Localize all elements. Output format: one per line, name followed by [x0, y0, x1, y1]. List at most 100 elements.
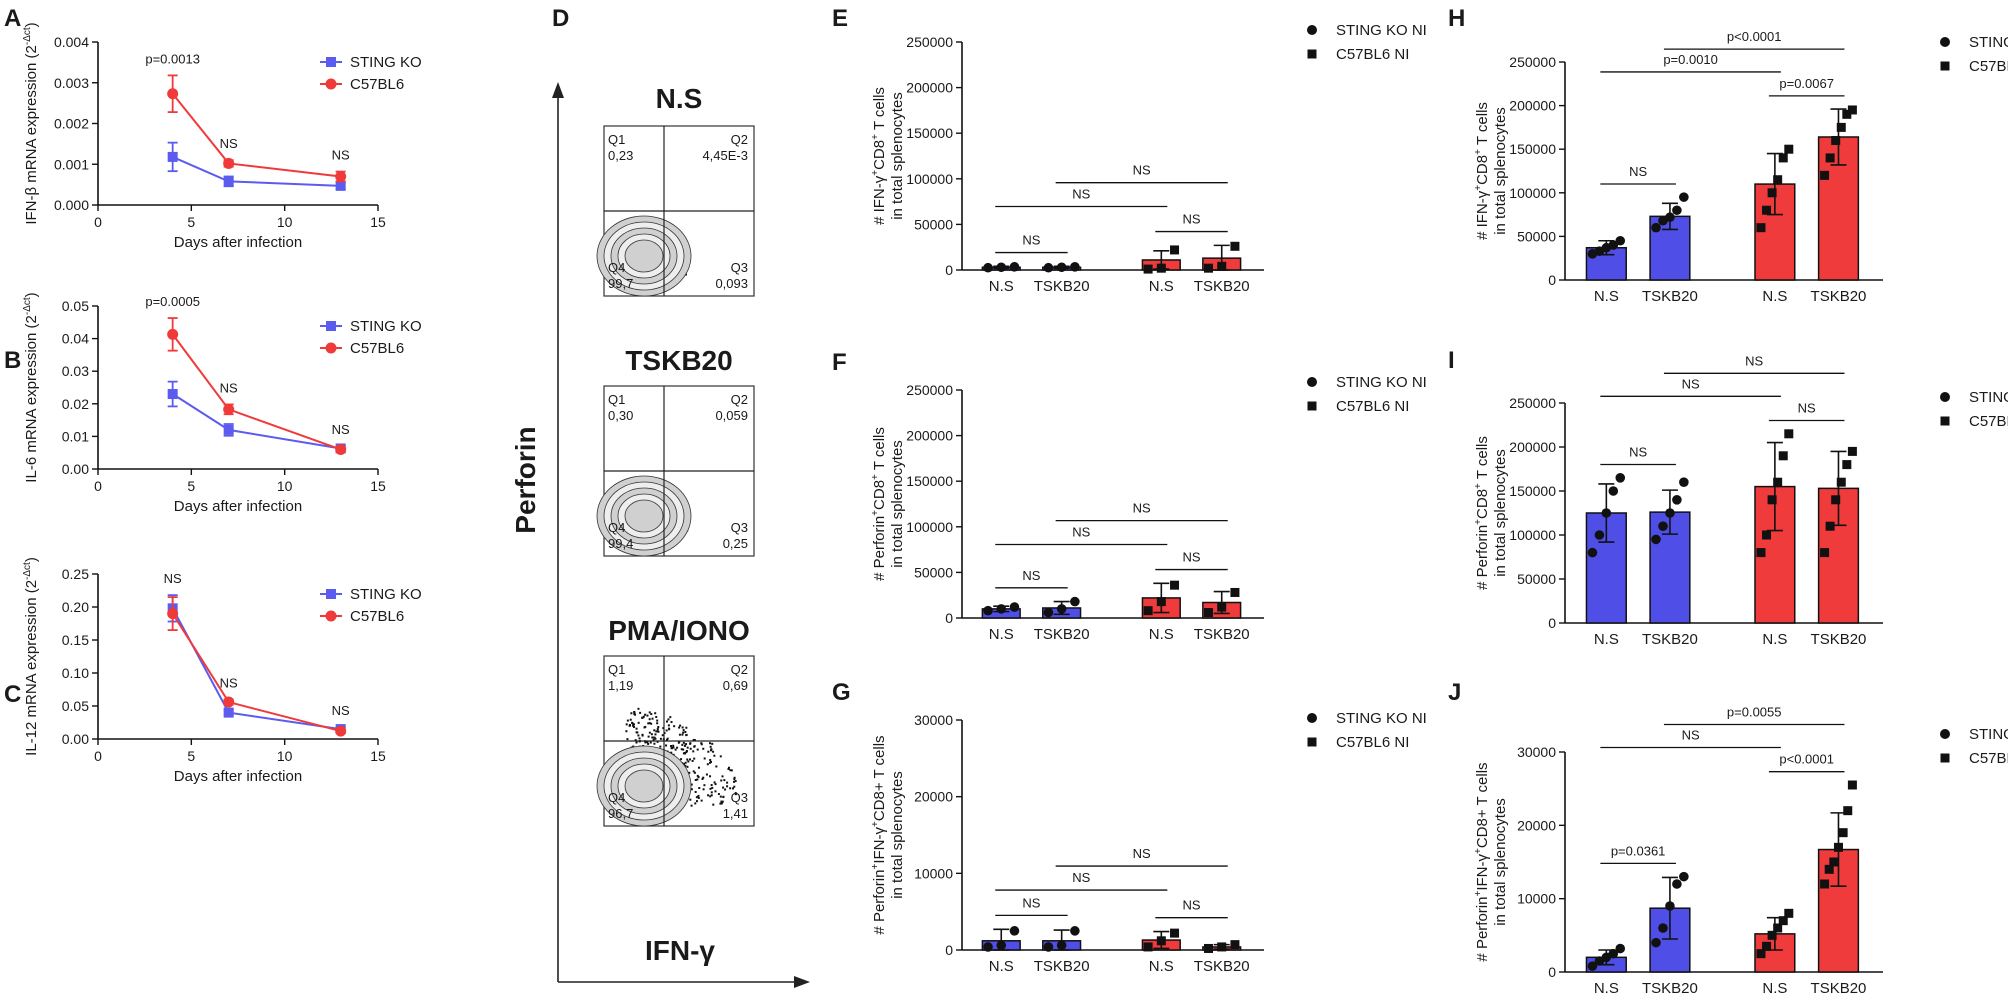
- facs-event-dot: [673, 725, 676, 728]
- data-point-c57: [1143, 606, 1153, 616]
- x-tick-label: 10: [277, 478, 293, 494]
- y-tick-label: 0.002: [54, 116, 89, 132]
- y-tick-label: 150000: [1509, 483, 1556, 499]
- facs-event-dot: [686, 758, 689, 761]
- facs-event-dot: [659, 745, 662, 748]
- data-point-c57: [1842, 460, 1852, 470]
- data-point-c57: [1778, 451, 1788, 461]
- annotation: NS: [220, 380, 238, 395]
- y-tick-label: 50000: [914, 564, 953, 580]
- facs-event-dot: [650, 733, 653, 736]
- significance-label: NS: [1022, 233, 1040, 248]
- facs-event-dot: [683, 762, 686, 765]
- y-axis-label-part: # Perforin: [871, 870, 888, 935]
- facs-event-dot: [700, 742, 703, 745]
- facs-event-dot: [710, 791, 713, 794]
- facs-event-dot: [670, 747, 673, 750]
- facs-event-dot: [703, 784, 706, 787]
- panel-letter-a: A: [4, 5, 21, 32]
- facs-event-dot: [696, 778, 699, 781]
- facs-event-dot: [666, 737, 669, 740]
- facs-y-arrowhead: [552, 82, 564, 98]
- legend-label-sting-ko: STING KO: [350, 318, 422, 335]
- facs-event-dot: [722, 795, 725, 798]
- facs-event-dot: [690, 788, 693, 791]
- y-tick-label: 0.05: [62, 298, 89, 314]
- y-axis-label-part: CD8+ T cells: [871, 735, 888, 821]
- y-tick-label: 250000: [1509, 395, 1556, 411]
- legend-marker-circle: [1307, 377, 1317, 387]
- facs-event-dot: [709, 787, 712, 790]
- facs-event-dot: [678, 726, 681, 729]
- y-axis-label-part: IFN-γ: [1474, 854, 1491, 891]
- facs-quadrant-label: Q4: [608, 520, 625, 535]
- data-point-sting: [1587, 961, 1598, 971]
- y-tick-label: 50000: [914, 216, 953, 232]
- significance-label: NS: [1629, 164, 1647, 179]
- series-line-c57bl6: [171, 613, 341, 733]
- bar-chart-j: 0 10000 20000 30000 N.S TSKB20 N.S TSKB20 p=0.03…: [1473, 705, 2008, 998]
- facs-event-dot: [637, 734, 640, 737]
- facs-event-dot: [628, 724, 631, 727]
- facs-event-dot: [697, 776, 700, 779]
- facs-plot-title: PMA/IONO: [608, 615, 750, 646]
- annotation: NS: [220, 675, 238, 690]
- facs-event-dot: [631, 722, 634, 725]
- data-point-c57: [1825, 521, 1835, 531]
- data-point-c57: [1170, 928, 1180, 938]
- panel-letter-i: I: [1448, 347, 1455, 374]
- y-tick-label: 200000: [906, 428, 953, 444]
- y-axis-label-sup: +: [870, 474, 881, 480]
- facs-event-dot: [723, 779, 726, 782]
- facs-event-dot: [681, 733, 684, 736]
- significance-label: p<0.0001: [1727, 29, 1782, 44]
- facs-event-dot: [693, 739, 696, 742]
- facs-event-dot: [713, 781, 716, 784]
- data-point-c57: [1847, 446, 1857, 456]
- facs-event-dot: [702, 776, 705, 779]
- data-point-c57: [1217, 942, 1227, 952]
- y-axis-label-sup: +: [870, 170, 881, 176]
- facs-event-dot: [692, 770, 695, 773]
- data-point-c57: [1204, 608, 1214, 618]
- y-axis-label-part: CD8: [1474, 489, 1491, 519]
- facs-event-dot: [684, 764, 687, 767]
- facs-event-dot: [726, 781, 729, 784]
- data-point-c57: [1756, 223, 1766, 233]
- significance-label: NS: [1072, 870, 1090, 885]
- y-axis-label-line2: in total splenocytes: [889, 771, 906, 899]
- facs-event-dot: [693, 771, 696, 774]
- y-tick-label: 0.000: [54, 197, 89, 213]
- data-point-sting: [1070, 262, 1080, 272]
- facs-event-dot: [719, 755, 722, 758]
- bar-chart-g: 0 10000 20000 30000 N.S TSKB20 N.S TSKB20 NS NS NS…: [870, 710, 1427, 975]
- facs-event-dot: [665, 738, 668, 741]
- y-axis-label: # IFN-γ+CD8+ T cells: [1473, 102, 1491, 240]
- data-point-sting: [1070, 596, 1080, 607]
- facs-event-dot: [715, 765, 718, 768]
- facs-event-dot: [689, 742, 692, 745]
- significance-label: NS: [1182, 550, 1200, 565]
- category-label: N.S: [989, 278, 1014, 295]
- y-tick-label: 100000: [1509, 527, 1556, 543]
- data-point-sting: [1615, 235, 1626, 246]
- y-axis-label-sup: -Δct: [22, 562, 33, 580]
- x-tick-label: 5: [187, 748, 195, 764]
- category-label: TSKB20: [1034, 958, 1090, 975]
- y-axis-label-part: T cells: [871, 87, 888, 134]
- facs-event-dot: [656, 740, 659, 743]
- facs-event-dot: [648, 722, 651, 725]
- y-axis-label-part: T cells: [871, 427, 888, 474]
- category-label: N.S: [1149, 626, 1174, 643]
- facs-quadrant-label: 96,7: [608, 806, 633, 821]
- data-point-c57: [1767, 930, 1777, 940]
- bar-chart-e: 0 50000 100000 150000 200000 250000 N.S TSKB20 N…: [870, 22, 1427, 295]
- category-label: N.S: [1594, 980, 1619, 997]
- y-axis-label-part: CD8: [871, 140, 888, 170]
- facs-event-dot: [720, 800, 723, 803]
- data-point-sting: [1056, 940, 1067, 951]
- category-label: TSKB20: [1194, 958, 1250, 975]
- facs-event-dot: [678, 733, 681, 736]
- category-label: TSKB20: [1811, 631, 1867, 648]
- data-point-c57: [1847, 780, 1857, 790]
